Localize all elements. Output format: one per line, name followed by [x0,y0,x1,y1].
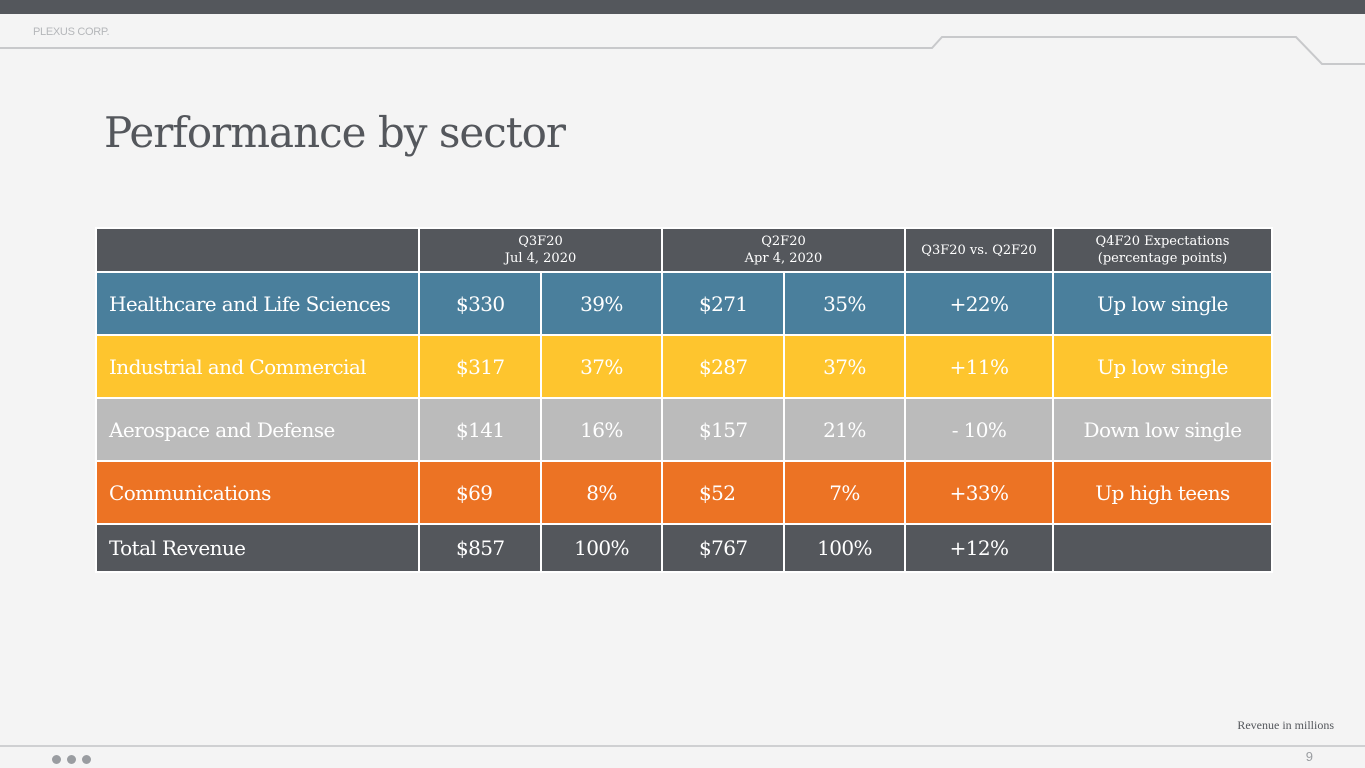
header-q3-date: Jul 4, 2020 [504,251,577,266]
q3-percent: 39% [540,271,663,336]
quarter-change: +12% [904,523,1054,573]
table-row-healthcare: Healthcare and Life Sciences $330 39% $2… [95,271,1273,336]
page-number: 9 [1305,749,1313,764]
dot [52,755,61,764]
footer-divider [0,745,1365,747]
q4-expectation: Up high teens [1052,460,1273,525]
q4-expectation: Down low single [1052,397,1273,462]
table-header-row: Q3F20 Jul 4, 2020 Q2F20 Apr 4, 2020 Q3F2… [95,227,1273,273]
q2-revenue: $52 [661,460,785,525]
brand-label: PLEXUS CORP. [33,26,110,38]
sector-name: Industrial and Commercial [95,334,420,399]
q2-percent: 35% [783,271,906,336]
quarter-change: +11% [904,334,1054,399]
q3-percent: 8% [540,460,663,525]
q4-expectation: Up low single [1052,334,1273,399]
revenue-footnote: Revenue in millions [1237,718,1334,732]
header-divider [0,36,1365,65]
q2-revenue: $271 [661,271,785,336]
q2-percent: 7% [783,460,906,525]
q3-percent: 16% [540,397,663,462]
q2-percent: 21% [783,397,906,462]
dot [82,755,91,764]
table-row-aerospace: Aerospace and Defense $141 16% $157 21% … [95,397,1273,462]
sector-name: Healthcare and Life Sciences [95,271,420,336]
table-row-communications: Communications $69 8% $52 7% +33% Up hig… [95,460,1273,525]
header-q2-date: Apr 4, 2020 [744,251,823,266]
q2-revenue: $157 [661,397,785,462]
table-row-total: Total Revenue $857 100% $767 100% +12% [95,523,1273,573]
header-q3-period: Q3F20 [518,234,563,249]
top-bar [0,0,1365,14]
header-q2: Q2F20 Apr 4, 2020 [661,227,906,273]
page-title: Performance by sector [104,108,566,157]
q3-revenue: $857 [418,523,542,573]
header-q2-period: Q2F20 [761,234,806,249]
q3-percent: 100% [540,523,663,573]
quarter-change: +33% [904,460,1054,525]
q3-revenue: $330 [418,271,542,336]
header-expectations: Q4F20 Expectations (percentage points) [1052,227,1273,273]
q2-revenue: $287 [661,334,785,399]
sector-name: Total Revenue [95,523,420,573]
menu-dots-icon[interactable] [52,755,91,764]
header-expectations-title: Q4F20 Expectations [1095,234,1230,249]
q2-revenue: $767 [661,523,785,573]
q2-percent: 100% [783,523,906,573]
quarter-change: - 10% [904,397,1054,462]
q3-revenue: $141 [418,397,542,462]
header-q3: Q3F20 Jul 4, 2020 [418,227,663,273]
header-expectations-subtitle: (percentage points) [1097,251,1228,266]
table-row-industrial: Industrial and Commercial $317 37% $287 … [95,334,1273,399]
sector-name: Communications [95,460,420,525]
q3-revenue: $317 [418,334,542,399]
q3-percent: 37% [540,334,663,399]
q4-expectation [1052,523,1273,573]
header-blank [95,227,420,273]
dot [67,755,76,764]
header-change: Q3F20 vs. Q2F20 [904,227,1054,273]
sector-table: Q3F20 Jul 4, 2020 Q2F20 Apr 4, 2020 Q3F2… [95,227,1273,573]
q4-expectation: Up low single [1052,271,1273,336]
quarter-change: +22% [904,271,1054,336]
q3-revenue: $69 [418,460,542,525]
header-change-label: Q3F20 vs. Q2F20 [921,242,1037,258]
q2-percent: 37% [783,334,906,399]
sector-name: Aerospace and Defense [95,397,420,462]
